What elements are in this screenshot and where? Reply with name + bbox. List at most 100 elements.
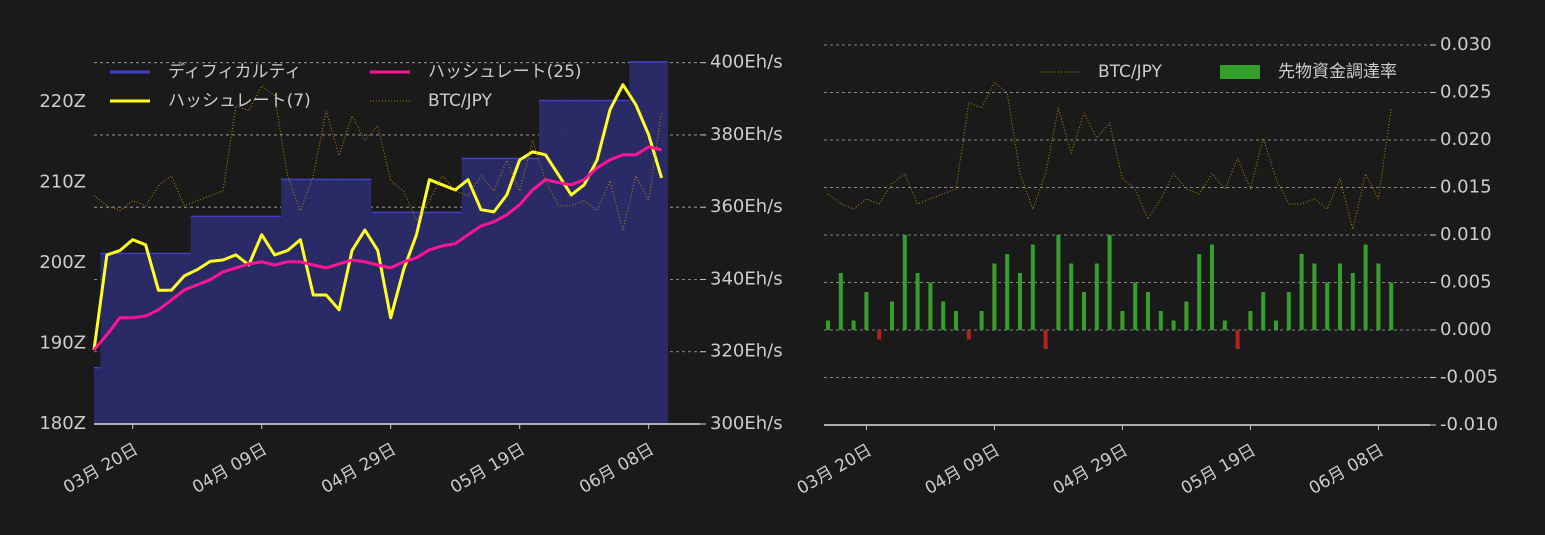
y-tick-label: 0.000 <box>1440 319 1492 340</box>
area-step <box>177 253 191 424</box>
area-step <box>268 216 282 424</box>
area-step <box>487 158 501 424</box>
bar <box>1338 263 1342 330</box>
bar <box>1222 320 1227 330</box>
bar <box>1376 263 1381 330</box>
bar <box>1043 330 1048 349</box>
area-step <box>293 179 307 424</box>
y-tick-label: 180Z <box>39 413 86 434</box>
area-step <box>461 158 475 424</box>
area-step <box>306 179 320 424</box>
area-step <box>564 100 578 424</box>
bar <box>1312 263 1317 330</box>
bar <box>966 330 971 340</box>
bar <box>890 301 894 330</box>
legend-label: 先物資金調達率 <box>1278 62 1397 82</box>
bar <box>1389 282 1394 330</box>
area-step <box>435 212 449 424</box>
y-tick-label: 210Z <box>39 172 86 193</box>
legend-label: BTC/JPY <box>1098 62 1163 82</box>
area-step <box>603 100 617 424</box>
bar <box>902 235 907 330</box>
area-step <box>616 100 630 424</box>
bar <box>1146 292 1150 330</box>
bar <box>1082 292 1086 330</box>
bar <box>1056 235 1061 330</box>
area-step <box>242 216 256 424</box>
y-tick-label: -0.010 <box>1440 414 1498 435</box>
bar <box>979 311 984 330</box>
y-tick-label: 400Eh/s <box>710 52 783 73</box>
y-tick-label: 220Z <box>39 91 86 112</box>
bar <box>1248 311 1253 330</box>
bar <box>851 320 856 330</box>
bar <box>1133 282 1138 330</box>
area-step <box>410 212 423 424</box>
area-step <box>358 179 372 424</box>
bar <box>1350 273 1355 330</box>
bar <box>1018 273 1022 330</box>
area-step <box>152 253 165 424</box>
line-series <box>827 82 1392 230</box>
bar <box>1158 311 1163 330</box>
y-tick-label: 340Eh/s <box>710 268 783 289</box>
bar <box>1197 254 1202 330</box>
bar <box>1286 292 1291 330</box>
bar <box>1069 263 1074 330</box>
area-step <box>113 253 127 424</box>
legend-swatch <box>1220 65 1260 79</box>
bar <box>826 320 830 330</box>
bar <box>1274 320 1278 330</box>
bar <box>1171 320 1176 330</box>
area-step <box>94 367 101 424</box>
bar <box>1030 244 1035 330</box>
area-step <box>319 179 333 424</box>
line-series <box>92 145 662 351</box>
area-step <box>655 61 669 425</box>
area-step <box>577 100 591 424</box>
y-tick-label: 0.020 <box>1440 129 1492 150</box>
bar <box>1094 263 1099 330</box>
area-step <box>500 158 514 424</box>
bar <box>1235 330 1240 349</box>
y-tick-label: 190Z <box>39 333 86 354</box>
y-tick-label: 200Z <box>39 252 86 273</box>
bar <box>915 273 920 330</box>
area-step <box>345 179 359 424</box>
bar <box>877 330 882 340</box>
bar <box>838 273 843 330</box>
bar <box>1107 235 1112 330</box>
area-step <box>229 216 243 424</box>
line-series <box>92 83 664 351</box>
area-step <box>513 158 527 424</box>
area-step <box>281 179 294 424</box>
area-step <box>642 61 656 425</box>
area-step <box>422 212 436 424</box>
bar <box>1363 244 1368 330</box>
area-step <box>590 100 604 424</box>
y-tick-label: 0.015 <box>1440 177 1492 198</box>
y-tick-label: 0.005 <box>1440 272 1492 293</box>
y-tick-label: -0.005 <box>1440 367 1498 388</box>
area-step <box>164 253 178 424</box>
y-tick-label: 320Eh/s <box>710 341 783 362</box>
bar <box>928 282 933 330</box>
bar <box>992 263 997 330</box>
area-step <box>539 100 552 424</box>
y-tick-label: 380Eh/s <box>710 124 783 145</box>
bar <box>941 301 946 330</box>
bar <box>864 292 869 330</box>
bar <box>1299 254 1304 330</box>
y-tick-label: 300Eh/s <box>710 413 783 434</box>
bar <box>1210 244 1214 330</box>
legend-label: ハッシュレート(7) <box>168 91 311 111</box>
area-step <box>448 212 462 424</box>
y-tick-label: 0.025 <box>1440 82 1492 103</box>
y-tick-label: 0.010 <box>1440 224 1492 245</box>
legend-label: BTC/JPY <box>428 91 493 111</box>
area-step <box>139 253 153 424</box>
bar <box>1325 282 1330 330</box>
y-tick-label: 360Eh/s <box>710 196 783 217</box>
area-step <box>126 253 140 424</box>
area-step <box>100 253 114 424</box>
